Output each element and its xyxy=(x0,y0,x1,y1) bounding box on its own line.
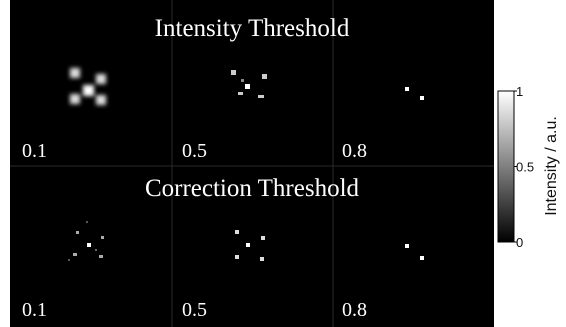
panel-label: 0.8 xyxy=(342,299,367,321)
colorbar-label: Intensity / a.u. xyxy=(543,116,560,216)
panel-label: 0.1 xyxy=(22,299,47,321)
colorbar-tick-label: 1 xyxy=(516,84,523,99)
row-title: Intensity Threshold xyxy=(155,15,350,42)
image-grid xyxy=(10,0,494,327)
figure: Intensity Threshold Correction Threshold… xyxy=(0,0,566,327)
panel-label: 0.1 xyxy=(22,140,47,162)
colorbar xyxy=(498,91,514,242)
colorbar-tick-label: 0 xyxy=(516,235,523,250)
row-title: Correction Threshold xyxy=(145,175,360,202)
colorbar-tick-label: 0.5 xyxy=(516,160,534,175)
panel-label: 0.5 xyxy=(182,299,207,321)
panel-label: 0.5 xyxy=(182,140,207,162)
panel-label: 0.8 xyxy=(342,140,367,162)
